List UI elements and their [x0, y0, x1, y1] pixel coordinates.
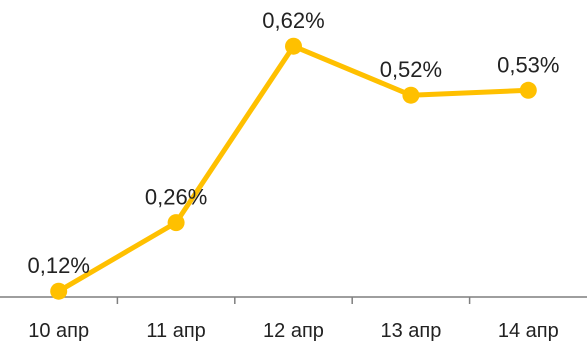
data-label: 0,12% — [28, 253, 90, 278]
data-points — [50, 37, 537, 300]
x-axis-ticks — [116, 297, 471, 304]
x-tick-label: 14 апр — [498, 320, 559, 342]
data-point — [50, 282, 68, 300]
x-tick-label: 11 апр — [146, 320, 205, 342]
series-line — [56, 43, 531, 294]
data-label: 0,52% — [380, 57, 442, 82]
x-tick-label: 12 апр — [263, 320, 324, 342]
x-axis-tick-labels: 10 апр 11 апр 12 апр 13 апр 14 апр — [28, 320, 558, 342]
data-point — [285, 37, 302, 55]
data-point — [519, 81, 537, 99]
data-label: 0,53% — [497, 52, 559, 77]
data-label: 0,62% — [262, 8, 324, 33]
data-point — [402, 86, 420, 104]
data-point — [167, 214, 185, 232]
data-label: 0,26% — [145, 185, 207, 210]
x-tick-label: 10 апр — [28, 320, 89, 342]
data-labels: 0,12% 0,26% 0,62% 0,52% 0,53% — [28, 8, 560, 278]
x-tick-label: 13 апр — [380, 320, 441, 342]
